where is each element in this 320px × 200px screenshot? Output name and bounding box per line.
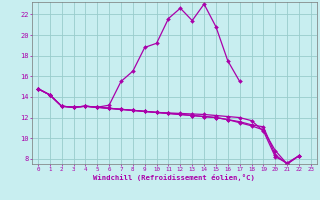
X-axis label: Windchill (Refroidissement éolien,°C): Windchill (Refroidissement éolien,°C): [93, 174, 255, 181]
